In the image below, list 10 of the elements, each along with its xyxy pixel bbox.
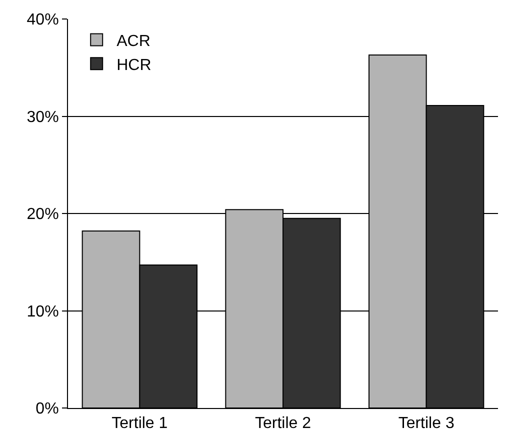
x-tick-label: Tertile 1 xyxy=(112,415,168,432)
y-tick-label: 10% xyxy=(26,303,59,320)
legend-label: ACR xyxy=(116,33,150,50)
y-tick-label: 40% xyxy=(26,12,59,29)
y-tick-label: 30% xyxy=(26,108,59,126)
x-tick-label: Tertile 3 xyxy=(398,415,454,432)
x-tick-label: Tertile 2 xyxy=(254,415,312,432)
y-tick-label: 20% xyxy=(26,206,59,224)
y-tick-label: 0% xyxy=(36,400,59,418)
legend-label: HCR xyxy=(116,56,152,74)
